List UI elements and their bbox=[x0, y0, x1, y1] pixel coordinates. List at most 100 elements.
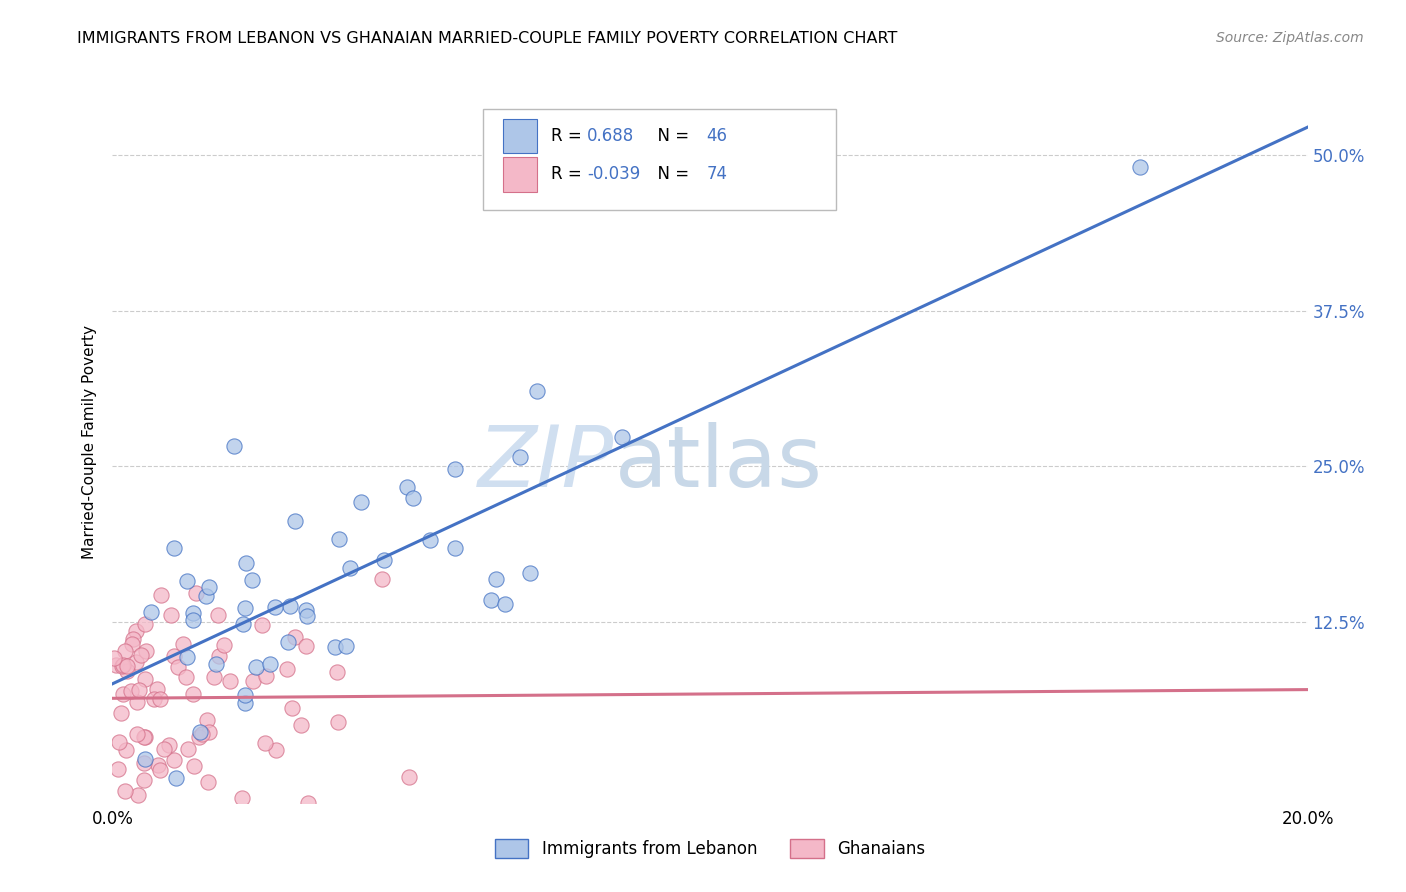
Point bbox=[181, 606, 204, 620]
Point bbox=[349, 495, 371, 509]
Point bbox=[134, 616, 156, 631]
Point bbox=[160, 607, 183, 622]
Point bbox=[132, 772, 155, 787]
Point bbox=[295, 609, 318, 624]
Point bbox=[181, 614, 204, 628]
Text: Source: ZipAtlas.com: Source: ZipAtlas.com bbox=[1216, 31, 1364, 45]
Point bbox=[153, 742, 176, 756]
Point bbox=[149, 691, 172, 706]
Point bbox=[479, 593, 502, 607]
Point bbox=[373, 553, 395, 567]
Point bbox=[485, 572, 508, 586]
Point bbox=[132, 730, 155, 744]
Point bbox=[107, 762, 129, 776]
Point bbox=[444, 461, 467, 475]
Point bbox=[163, 648, 186, 663]
Point bbox=[114, 784, 136, 798]
Point bbox=[398, 770, 420, 784]
Point bbox=[231, 790, 253, 805]
Point bbox=[150, 588, 173, 602]
Point bbox=[207, 607, 229, 622]
Point bbox=[166, 660, 188, 674]
Point bbox=[114, 743, 136, 757]
Point bbox=[115, 664, 138, 678]
Point bbox=[187, 730, 209, 744]
Point bbox=[396, 480, 419, 494]
Point bbox=[277, 635, 299, 649]
Point bbox=[214, 638, 236, 652]
Point bbox=[149, 763, 172, 777]
Point bbox=[176, 649, 198, 664]
Point bbox=[128, 683, 150, 698]
Point bbox=[335, 639, 357, 653]
Point bbox=[157, 738, 180, 752]
Point bbox=[134, 756, 156, 770]
Point bbox=[183, 758, 205, 772]
Point bbox=[125, 655, 148, 669]
Point bbox=[264, 743, 287, 757]
Text: atlas: atlas bbox=[614, 422, 823, 505]
Point bbox=[263, 600, 285, 615]
Point bbox=[107, 734, 129, 748]
Point bbox=[195, 713, 218, 727]
Point bbox=[339, 561, 361, 575]
Y-axis label: Married-Couple Family Poverty: Married-Couple Family Poverty bbox=[82, 325, 97, 558]
Point bbox=[371, 572, 394, 586]
Point bbox=[135, 644, 157, 658]
Point bbox=[197, 775, 219, 789]
Point bbox=[125, 624, 148, 638]
Bar bbox=[503, 119, 537, 153]
Point bbox=[165, 771, 187, 785]
Point bbox=[219, 674, 242, 689]
Point bbox=[526, 384, 548, 399]
Point bbox=[121, 637, 143, 651]
Point bbox=[509, 450, 531, 465]
Point bbox=[110, 706, 132, 721]
Text: R =: R = bbox=[551, 165, 588, 183]
Text: 46: 46 bbox=[706, 127, 727, 145]
Legend: Immigrants from Lebanon, Ghanaians: Immigrants from Lebanon, Ghanaians bbox=[486, 830, 934, 867]
Point bbox=[103, 650, 125, 665]
Point bbox=[114, 644, 136, 658]
Point bbox=[278, 599, 301, 613]
Point bbox=[235, 556, 257, 570]
Point bbox=[297, 796, 319, 810]
Point bbox=[290, 718, 312, 732]
Point bbox=[104, 658, 127, 673]
Point bbox=[294, 639, 316, 653]
Point bbox=[294, 603, 316, 617]
Point bbox=[163, 541, 186, 555]
Point bbox=[143, 691, 166, 706]
Point bbox=[233, 689, 256, 703]
Point bbox=[419, 533, 441, 548]
Point bbox=[1129, 161, 1152, 175]
Point bbox=[176, 574, 198, 589]
Point bbox=[146, 681, 169, 696]
Point bbox=[195, 589, 218, 603]
Point bbox=[402, 491, 425, 505]
Point bbox=[134, 730, 156, 744]
Text: N =: N = bbox=[647, 127, 695, 145]
Text: ZIP: ZIP bbox=[478, 422, 614, 505]
Point bbox=[125, 695, 148, 709]
Point bbox=[127, 788, 149, 802]
Point bbox=[328, 532, 350, 546]
Point bbox=[174, 670, 197, 684]
Point bbox=[111, 657, 134, 672]
Point bbox=[284, 514, 307, 528]
Point bbox=[519, 566, 541, 581]
Point bbox=[188, 725, 211, 739]
Point bbox=[612, 430, 634, 444]
Point bbox=[444, 541, 467, 555]
Point bbox=[111, 687, 134, 701]
Point bbox=[205, 657, 228, 672]
Point bbox=[122, 632, 145, 647]
Point bbox=[134, 752, 156, 766]
Point bbox=[177, 741, 200, 756]
Point bbox=[245, 659, 267, 673]
Point bbox=[242, 673, 264, 688]
Point bbox=[198, 725, 221, 739]
Point bbox=[240, 573, 263, 587]
FancyBboxPatch shape bbox=[484, 109, 835, 211]
Point bbox=[172, 637, 194, 651]
